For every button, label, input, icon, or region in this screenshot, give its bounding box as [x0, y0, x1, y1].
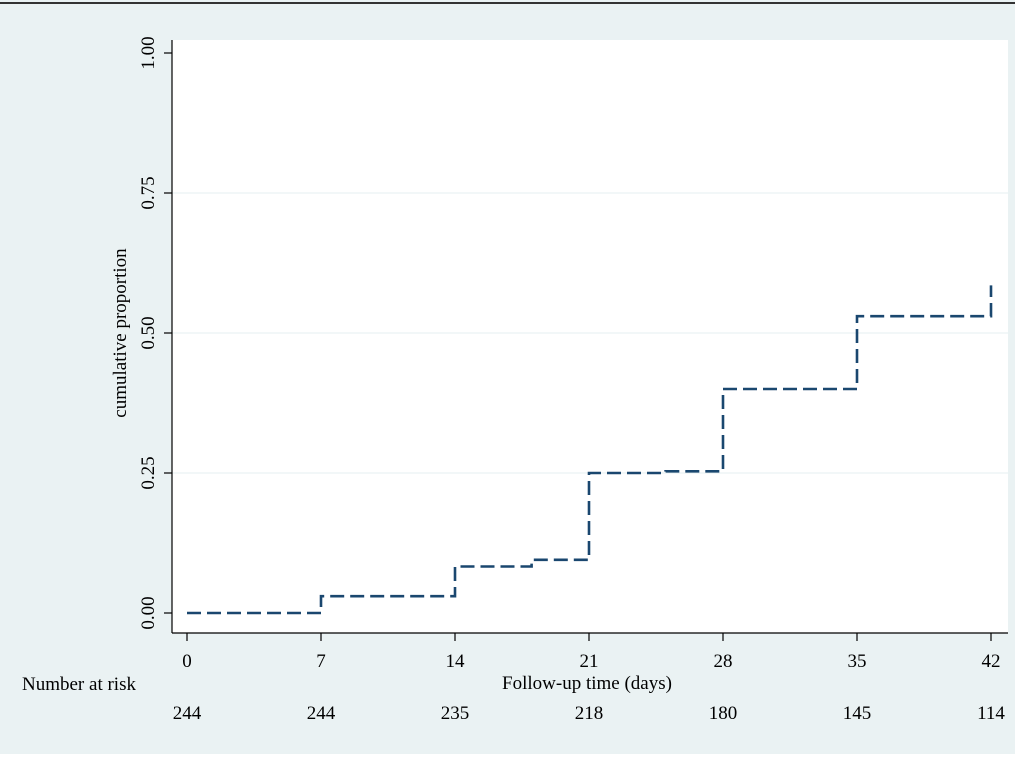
y-tick-label: 0.50: [138, 316, 159, 349]
y-tick-label: 0.25: [138, 456, 159, 489]
x-tick-label: 14: [446, 651, 466, 672]
risk-count: 114: [977, 703, 1005, 724]
y-axis-title: cumulative proportion: [110, 248, 131, 418]
risk-count: 244: [173, 703, 202, 724]
cumulative-incidence-line: [187, 285, 993, 615]
x-ticks: 0 7 14 21 28 35 42: [182, 633, 1001, 672]
x-tick-label: 0: [182, 651, 192, 672]
x-tick-label: 7: [316, 651, 326, 672]
x-axis-title: Follow-up time (days): [502, 673, 672, 694]
y-ticks: 0.00 0.25 0.50 0.75 1.00: [138, 36, 172, 630]
series-layer: [187, 285, 993, 615]
y-tick-label: 0.75: [138, 176, 159, 209]
x-tick-label: 35: [848, 651, 867, 672]
y-tick-label: 1.00: [138, 36, 159, 69]
risk-count: 145: [843, 703, 872, 724]
x-tick-label: 42: [982, 651, 1001, 672]
risk-table-label: Number at risk: [22, 674, 136, 695]
risk-count: 180: [709, 703, 738, 724]
y-tick-label: 0.00: [138, 596, 159, 629]
risk-table-counts: 244 244 235 218 180 145 114: [173, 703, 1006, 724]
risk-count: 235: [441, 703, 470, 724]
axes: [171, 40, 1008, 634]
risk-count: 218: [575, 703, 604, 724]
x-tick-label: 21: [580, 651, 599, 672]
x-tick-label: 28: [714, 651, 733, 672]
risk-count: 244: [307, 703, 336, 724]
